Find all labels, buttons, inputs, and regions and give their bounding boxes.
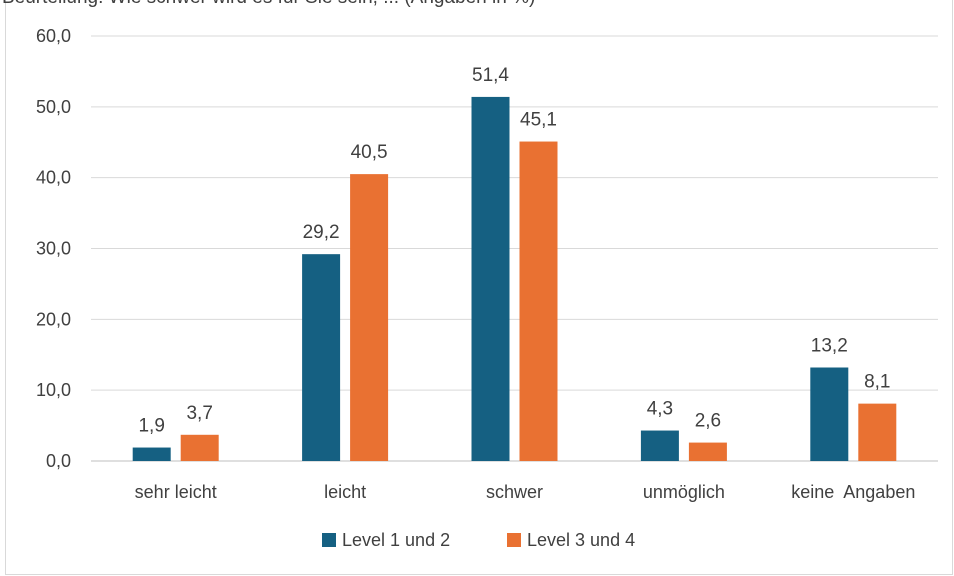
data-label: 3,7 — [186, 403, 212, 424]
y-tick-label: 20,0 — [36, 309, 71, 329]
data-label: 40,5 — [351, 142, 388, 163]
legend-label: Level 1 und 2 — [342, 530, 450, 550]
bar — [640, 430, 679, 461]
x-tick-label: leicht — [324, 482, 366, 502]
legend-swatch — [322, 533, 336, 547]
bar — [471, 96, 510, 462]
data-label: 29,2 — [303, 222, 340, 243]
data-label: 4,3 — [647, 399, 673, 420]
data-label: 1,9 — [138, 416, 164, 437]
bar — [858, 403, 897, 461]
data-label: 2,6 — [695, 411, 721, 432]
bar — [519, 141, 558, 461]
y-tick-label: 30,0 — [36, 239, 71, 259]
y-tick-label: 40,0 — [36, 168, 71, 188]
data-label: 45,1 — [520, 110, 557, 131]
bar — [180, 434, 219, 461]
bars — [132, 96, 897, 462]
y-tick-label: 0,0 — [46, 451, 71, 471]
bar — [688, 442, 727, 461]
x-tick-label: sehr leicht — [135, 482, 217, 502]
legend-swatch — [507, 533, 521, 547]
data-label: 8,1 — [864, 372, 890, 393]
data-label: 13,2 — [811, 336, 848, 357]
y-tick-label: 10,0 — [36, 380, 71, 400]
gridlines — [91, 35, 938, 462]
bar — [350, 174, 389, 461]
chart-frame — [5, 0, 953, 575]
y-axis-ticks: 0,0 10,0 20,0 30,0 40,0 50,0 60,0 — [36, 26, 71, 471]
x-tick-label: unmöglich — [643, 482, 725, 502]
chart-title: Beurteilung: Wie schwer wird es für Sie … — [2, 0, 535, 9]
bar — [810, 367, 849, 461]
legend: Level 1 und 2 Level 3 und 4 — [322, 530, 635, 550]
y-tick-label: 60,0 — [36, 26, 71, 46]
bar — [132, 447, 171, 461]
data-labels: 1,9 3,7 29,2 40,5 51,4 45,1 4,3 2,6 13,2 8,1 — [138, 65, 890, 437]
x-tick-label: schwer — [486, 482, 543, 502]
data-label: 51,4 — [472, 65, 509, 86]
x-tick-label: keine Angaben — [791, 482, 915, 502]
x-axis-ticks: sehr leicht leicht schwer unmöglich keine An… — [135, 482, 916, 502]
bar — [302, 254, 341, 461]
y-tick-label: 50,0 — [36, 97, 71, 117]
legend-label: Level 3 und 4 — [527, 530, 635, 550]
